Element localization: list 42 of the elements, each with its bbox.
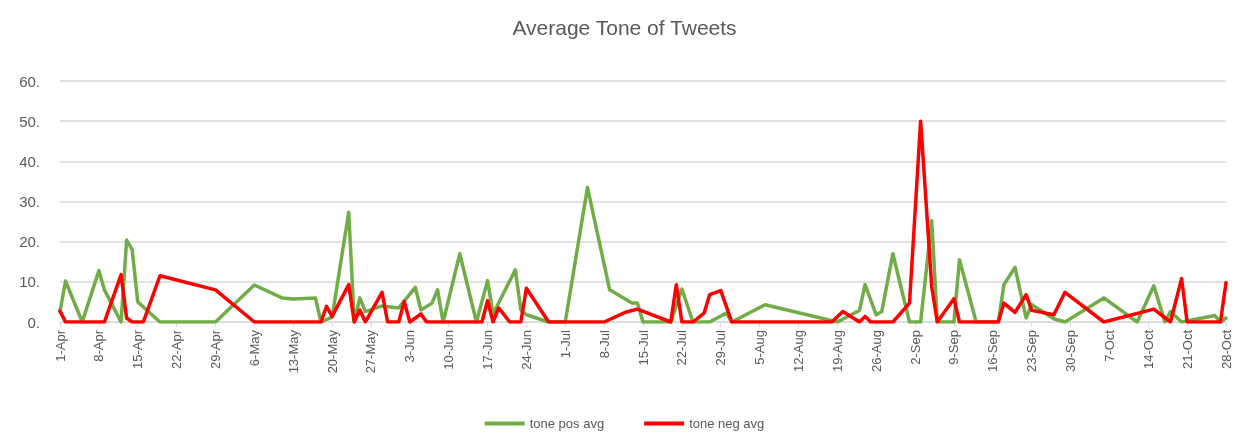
x-tick-label: 14-Oct (1140, 329, 1156, 370)
x-tick-label: 9-Sep (946, 330, 962, 365)
x-tick-label: 15-Apr (130, 329, 146, 370)
x-tick-label: 10-Jun (441, 330, 457, 370)
legend-label: tone pos avg (529, 416, 605, 431)
x-tick-label: 27-May (363, 329, 379, 374)
chart-title: Average Tone of Tweets (512, 16, 737, 39)
x-tick-label: 30-Sep (1063, 330, 1079, 372)
y-tick-label: 60. (19, 72, 40, 90)
x-tick-label: 23-Sep (1024, 330, 1040, 372)
y-tick-label: 20. (19, 233, 40, 251)
y-tick-label: 0. (27, 313, 40, 331)
x-tick-label: 5-Aug (752, 330, 768, 365)
x-tick-label: 13-May (285, 329, 301, 374)
x-tick-label: 3-Jun (402, 330, 418, 363)
x-tick-label: 7-Oct (1101, 329, 1117, 362)
x-tick-label: 29-Apr (207, 329, 223, 370)
x-tick-label: 15-Jul (635, 329, 651, 366)
y-tick-label: 10. (19, 273, 40, 291)
x-tick-label: 19-Aug (829, 330, 845, 372)
x-tick-label: 28-Oct (1218, 329, 1234, 370)
x-tick-label: 6-May (246, 329, 262, 367)
x-tick-label: 22-Jul (674, 329, 690, 366)
x-tick-label: 20-May (324, 329, 340, 374)
x-tick-label: 21-Oct (1179, 329, 1195, 370)
x-tick-label: 1-Apr (52, 329, 68, 362)
x-tick-label: 12-Aug (790, 330, 806, 372)
x-tick-label: 24-Jun (518, 330, 534, 370)
x-tick-label: 8-Apr (91, 329, 107, 362)
x-tick-label: 26-Aug (868, 330, 884, 372)
x-tick-label: 17-Jun (480, 330, 496, 370)
y-tick-label: 40. (19, 152, 40, 170)
x-tick-label: 29-Jul (713, 329, 729, 366)
x-tick-label: 1-Jul (557, 329, 573, 359)
x-tick-label: 2-Sep (907, 330, 923, 365)
y-tick-label: 50. (19, 112, 40, 130)
legend-label: tone neg avg (689, 416, 765, 431)
line-series (58, 119, 1228, 324)
x-tick-label: 8-Jul (596, 329, 612, 359)
x-tick-label: 22-Apr (169, 329, 185, 370)
x-tick-label: 16-Sep (985, 330, 1001, 372)
y-tick-label: 30. (19, 193, 40, 210)
